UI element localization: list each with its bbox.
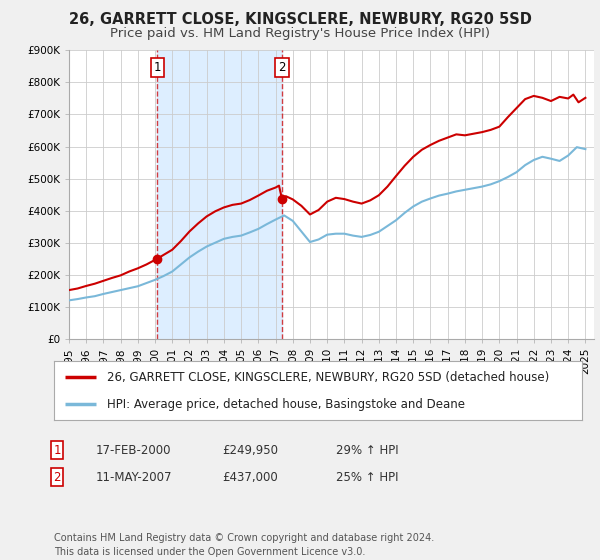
Text: 1: 1 [53,444,61,457]
Text: 2: 2 [278,60,286,74]
Text: 17-FEB-2000: 17-FEB-2000 [96,444,172,457]
Bar [157,50,282,339]
Text: Price paid vs. HM Land Registry's House Price Index (HPI): Price paid vs. HM Land Registry's House … [110,27,490,40]
Text: 2: 2 [53,470,61,484]
Text: HPI: Average price, detached house, Basingstoke and Deane: HPI: Average price, detached house, Basi… [107,398,465,410]
Text: 1: 1 [154,60,161,74]
Text: £249,950: £249,950 [222,444,278,457]
Text: Contains HM Land Registry data © Crown copyright and database right 2024.
This d: Contains HM Land Registry data © Crown c… [54,533,434,557]
Text: £437,000: £437,000 [222,470,278,484]
Text: 26, GARRETT CLOSE, KINGSCLERE, NEWBURY, RG20 5SD: 26, GARRETT CLOSE, KINGSCLERE, NEWBURY, … [68,12,532,27]
Text: 26, GARRETT CLOSE, KINGSCLERE, NEWBURY, RG20 5SD (detached house): 26, GARRETT CLOSE, KINGSCLERE, NEWBURY, … [107,371,549,384]
Text: 11-MAY-2007: 11-MAY-2007 [96,470,173,484]
Text: 25% ↑ HPI: 25% ↑ HPI [336,470,398,484]
Text: 29% ↑ HPI: 29% ↑ HPI [336,444,398,457]
